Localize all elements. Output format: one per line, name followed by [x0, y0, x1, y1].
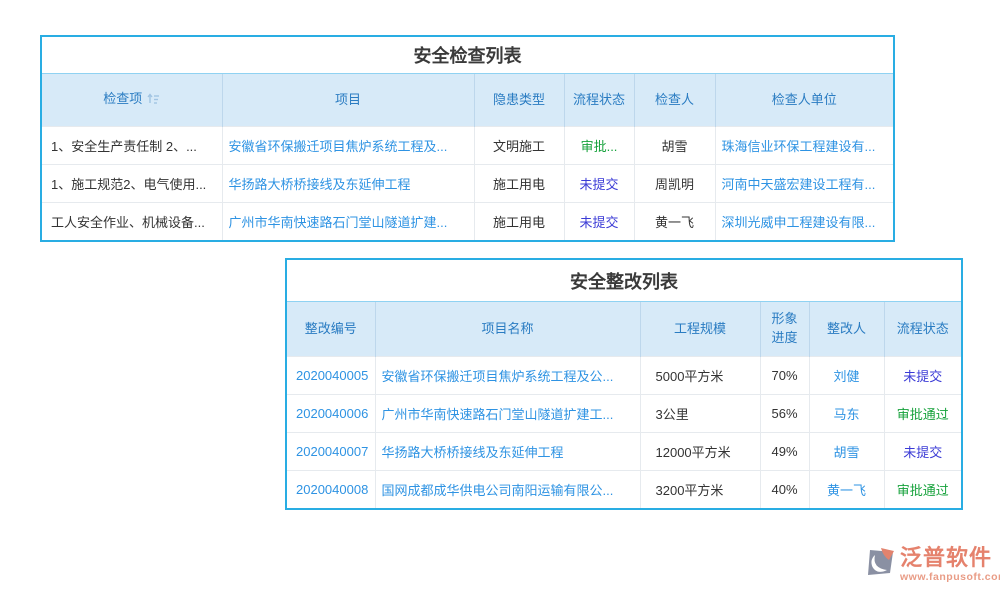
unit-link[interactable]: 深圳光威申工程建设有限... [721, 215, 876, 230]
project-link[interactable]: 华扬路大桥桥接线及东延伸工程 [228, 177, 411, 192]
fanpu-logo[interactable]: 泛普软件 www.fanpusoft.com [866, 545, 1000, 584]
cell-hazard-type: 施工用电 [473, 202, 564, 240]
cell-progress: 56% [759, 394, 809, 433]
table-row: 2020040006 广州市华南快速路石门堂山隧道扩建工... 3公里 56% … [287, 394, 961, 433]
table-row: 2020040005 安徽省环保搬迁项目焦炉系统工程及公... 5000平方米 … [287, 356, 961, 395]
project-link[interactable]: 国网成都成华供电公司南阳运输有限公... [381, 483, 614, 498]
table-row: 1、安全生产责任制 2、... 安徽省环保搬迁项目焦炉系统工程及... 文明施工… [42, 126, 893, 165]
col-header-flow-status: 流程状态 [883, 302, 961, 357]
rectification-table-card: 安全整改列表 整改编号 项目名称 工程规模 形象进度 整改人 流程状态 2020… [285, 258, 963, 510]
cell-progress: 70% [759, 356, 809, 395]
col-header-project-name: 项目名称 [374, 302, 640, 357]
rectification-header-row: 整改编号 项目名称 工程规模 形象进度 整改人 流程状态 [287, 302, 961, 357]
inspection-table: 检查项 项目 隐患类型 流程状态 检查人 检查人单位 1、安全生产责任制 2、.… [42, 74, 893, 240]
inspection-table-title: 安全检查列表 [42, 37, 893, 74]
cell-inspection-item: 1、施工规范2、电气使用... [42, 164, 222, 203]
cell-scale: 3200平方米 [639, 470, 760, 508]
brand-name: 泛普软件 [900, 545, 993, 570]
unit-link[interactable]: 河南中天盛宏建设工程有... [721, 177, 876, 192]
col-header-rectify-id: 整改编号 [287, 302, 375, 357]
cell-scale: 12000平方米 [639, 432, 760, 471]
cell-progress: 40% [759, 470, 809, 508]
cell-hazard-type: 施工用电 [473, 164, 564, 203]
rectification-table: 整改编号 项目名称 工程规模 形象进度 整改人 流程状态 2020040005 … [287, 302, 961, 508]
col-header-inspector-unit: 检查人单位 [714, 74, 893, 127]
table-row: 2020040008 国网成都成华供电公司南阳运输有限公... 3200平方米 … [287, 470, 961, 508]
col-header-hazard-type: 隐患类型 [473, 74, 564, 127]
rectification-table-title: 安全整改列表 [287, 260, 961, 302]
status-badge: 未提交 [903, 369, 943, 384]
status-badge: 审批... [580, 139, 618, 154]
col-header-inspection-item[interactable]: 检查项 [42, 74, 222, 127]
status-badge: 审批通过 [896, 483, 949, 498]
cell-inspector: 周凯明 [633, 164, 715, 203]
fanpu-logo-icon [866, 546, 896, 584]
rectify-id-link[interactable]: 2020040008 [296, 482, 369, 497]
col-header-progress: 形象进度 [759, 302, 809, 357]
status-badge: 未提交 [579, 177, 619, 192]
project-link[interactable]: 广州市华南快速路石门堂山隧道扩建... [228, 215, 448, 230]
rectify-id-link[interactable]: 2020040006 [296, 406, 369, 421]
status-badge: 未提交 [903, 445, 943, 460]
cell-inspection-item: 工人安全作业、机械设备... [42, 202, 222, 240]
inspection-table-card: 安全检查列表 检查项 项目 隐患类型 流程状态 检查人 检查人单位 [40, 35, 895, 242]
project-link[interactable]: 安徽省环保搬迁项目焦炉系统工程及公... [381, 369, 614, 384]
rectifier-link[interactable]: 刘健 [833, 369, 860, 384]
cell-inspector: 胡雪 [633, 126, 715, 165]
col-header-flow-status: 流程状态 [563, 74, 634, 127]
unit-link[interactable]: 珠海信业环保工程建设有... [721, 139, 876, 154]
col-header-label: 检查项 [103, 91, 143, 107]
cell-scale: 3公里 [639, 394, 760, 433]
sort-ascending-icon[interactable] [147, 91, 160, 110]
rectifier-link[interactable]: 马东 [833, 407, 860, 422]
cell-inspection-item: 1、安全生产责任制 2、... [42, 126, 222, 165]
table-row: 工人安全作业、机械设备... 广州市华南快速路石门堂山隧道扩建... 施工用电 … [42, 202, 893, 240]
project-link[interactable]: 广州市华南快速路石门堂山隧道扩建工... [381, 407, 614, 422]
cell-inspector: 黄一飞 [633, 202, 715, 240]
project-link[interactable]: 华扬路大桥桥接线及东延伸工程 [381, 445, 564, 460]
rectify-id-link[interactable]: 2020040007 [296, 444, 369, 459]
status-badge: 审批通过 [896, 407, 949, 422]
cell-scale: 5000平方米 [639, 356, 760, 395]
brand-website[interactable]: www.fanpusoft.com [900, 571, 1000, 584]
rectifier-link[interactable]: 胡雪 [833, 445, 860, 460]
cell-hazard-type: 文明施工 [473, 126, 564, 165]
col-header-inspector: 检查人 [633, 74, 715, 127]
table-row: 2020040007 华扬路大桥桥接线及东延伸工程 12000平方米 49% 胡… [287, 432, 961, 471]
cell-progress: 49% [759, 432, 809, 471]
status-badge: 未提交 [579, 215, 619, 230]
rectifier-link[interactable]: 黄一飞 [826, 483, 866, 498]
col-header-project-scale: 工程规模 [639, 302, 760, 357]
table-row: 1、施工规范2、电气使用... 华扬路大桥桥接线及东延伸工程 施工用电 未提交 … [42, 164, 893, 203]
col-header-project: 项目 [221, 74, 474, 127]
rectify-id-link[interactable]: 2020040005 [296, 368, 369, 383]
project-link[interactable]: 安徽省环保搬迁项目焦炉系统工程及... [228, 139, 448, 154]
col-header-rectifier: 整改人 [808, 302, 884, 357]
inspection-header-row: 检查项 项目 隐患类型 流程状态 检查人 检查人单位 [42, 74, 893, 127]
